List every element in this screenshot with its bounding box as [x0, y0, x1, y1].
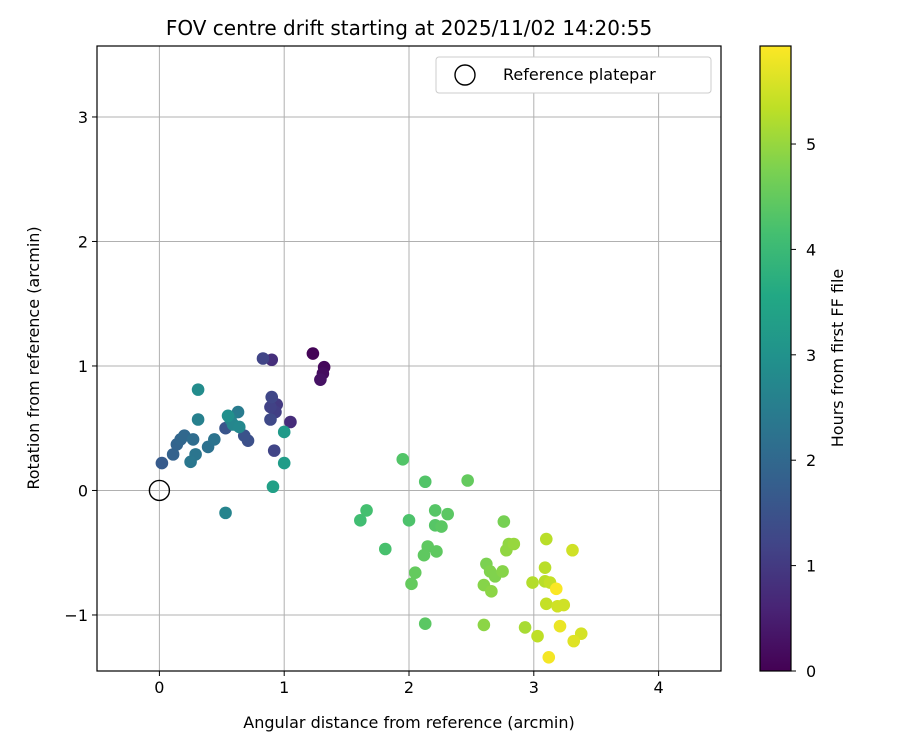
data-points [155, 347, 588, 664]
x-tick-label: 0 [154, 678, 164, 697]
data-point [191, 383, 205, 396]
plot-area [96, 45, 722, 672]
data-point [402, 514, 416, 527]
data-point [430, 545, 443, 558]
data-point [518, 621, 532, 634]
colorbar-tick-label: 2 [806, 451, 816, 470]
colorbar: 0 1 2 3 4 5 Hours from first FF file [759, 45, 847, 681]
data-point [418, 475, 432, 489]
y-tick-label: 0 [78, 481, 88, 500]
data-point [232, 420, 246, 434]
data-point [461, 474, 474, 487]
colorbar-gradient [760, 46, 791, 671]
reference-platepar-marker [148, 479, 171, 502]
data-point [553, 619, 567, 633]
data-point [538, 561, 552, 574]
data-point [284, 415, 297, 429]
x-axis-ticks: 0 1 2 3 4 [154, 671, 664, 697]
data-point [314, 373, 327, 386]
data-point [496, 565, 509, 578]
data-point [542, 651, 556, 664]
data-point [497, 515, 511, 528]
data-point [264, 413, 277, 426]
legend: Reference platepar [435, 56, 712, 94]
data-point [567, 634, 581, 648]
y-tick-label: −1 [64, 606, 88, 625]
data-point [526, 576, 539, 589]
legend-label-reference-platepar: Reference platepar [503, 65, 656, 84]
colorbar-tick-label: 5 [806, 135, 816, 154]
data-point [155, 456, 169, 470]
data-point [531, 629, 544, 643]
data-point [265, 390, 279, 404]
data-point [408, 566, 422, 579]
data-point [277, 456, 291, 470]
colorbar-tick-label: 4 [806, 240, 816, 259]
data-point [477, 618, 491, 632]
data-point [306, 347, 320, 360]
data-point [360, 504, 373, 517]
data-point [266, 480, 280, 494]
data-point [208, 433, 221, 446]
data-point [405, 577, 418, 591]
y-tick-label: 3 [78, 108, 88, 127]
data-point [435, 520, 448, 533]
x-axis-label: Angular distance from reference (arcmin) [243, 713, 574, 732]
data-point [539, 532, 553, 546]
data-point [507, 537, 521, 551]
data-point [418, 617, 432, 630]
data-point [267, 444, 281, 457]
data-point [277, 425, 291, 439]
x-tick-label: 2 [404, 678, 414, 697]
colorbar-ticks: 0 1 2 3 4 5 [791, 135, 816, 681]
colorbar-tick-label: 1 [806, 557, 816, 576]
data-point [354, 514, 367, 527]
colorbar-label: Hours from first FF file [828, 269, 847, 448]
data-point [184, 455, 197, 469]
colorbar-tick-label: 3 [806, 346, 816, 365]
data-point [186, 433, 200, 446]
data-point [557, 598, 571, 612]
y-axis-ticks: −1 0 1 2 3 [64, 108, 97, 625]
colorbar-frame [759, 45, 792, 672]
data-point [539, 597, 553, 611]
data-point [428, 504, 442, 517]
y-tick-label: 2 [78, 232, 88, 251]
data-point [378, 542, 392, 556]
data-point [566, 543, 579, 557]
data-point [191, 413, 205, 426]
legend-reference-marker [454, 64, 476, 86]
chart-title: FOV centre drift starting at 2025/11/02 … [166, 16, 652, 40]
data-point [219, 506, 232, 520]
x-tick-label: 3 [529, 678, 539, 697]
legend-box [435, 56, 712, 94]
data-point [417, 548, 431, 562]
data-point [221, 409, 235, 423]
x-tick-label: 1 [279, 678, 289, 697]
x-tick-label: 4 [654, 678, 664, 697]
data-point [549, 582, 563, 596]
reference-point-group [148, 479, 171, 502]
data-point [256, 352, 270, 365]
data-point [264, 400, 277, 414]
gridlines [97, 46, 721, 671]
data-point [166, 448, 180, 461]
data-point [441, 507, 454, 521]
data-point [396, 453, 410, 466]
y-tick-label: 1 [78, 357, 88, 376]
data-point [485, 585, 498, 598]
y-axis-label: Rotation from reference (arcmin) [24, 226, 43, 489]
colorbar-tick-label: 0 [806, 662, 816, 681]
